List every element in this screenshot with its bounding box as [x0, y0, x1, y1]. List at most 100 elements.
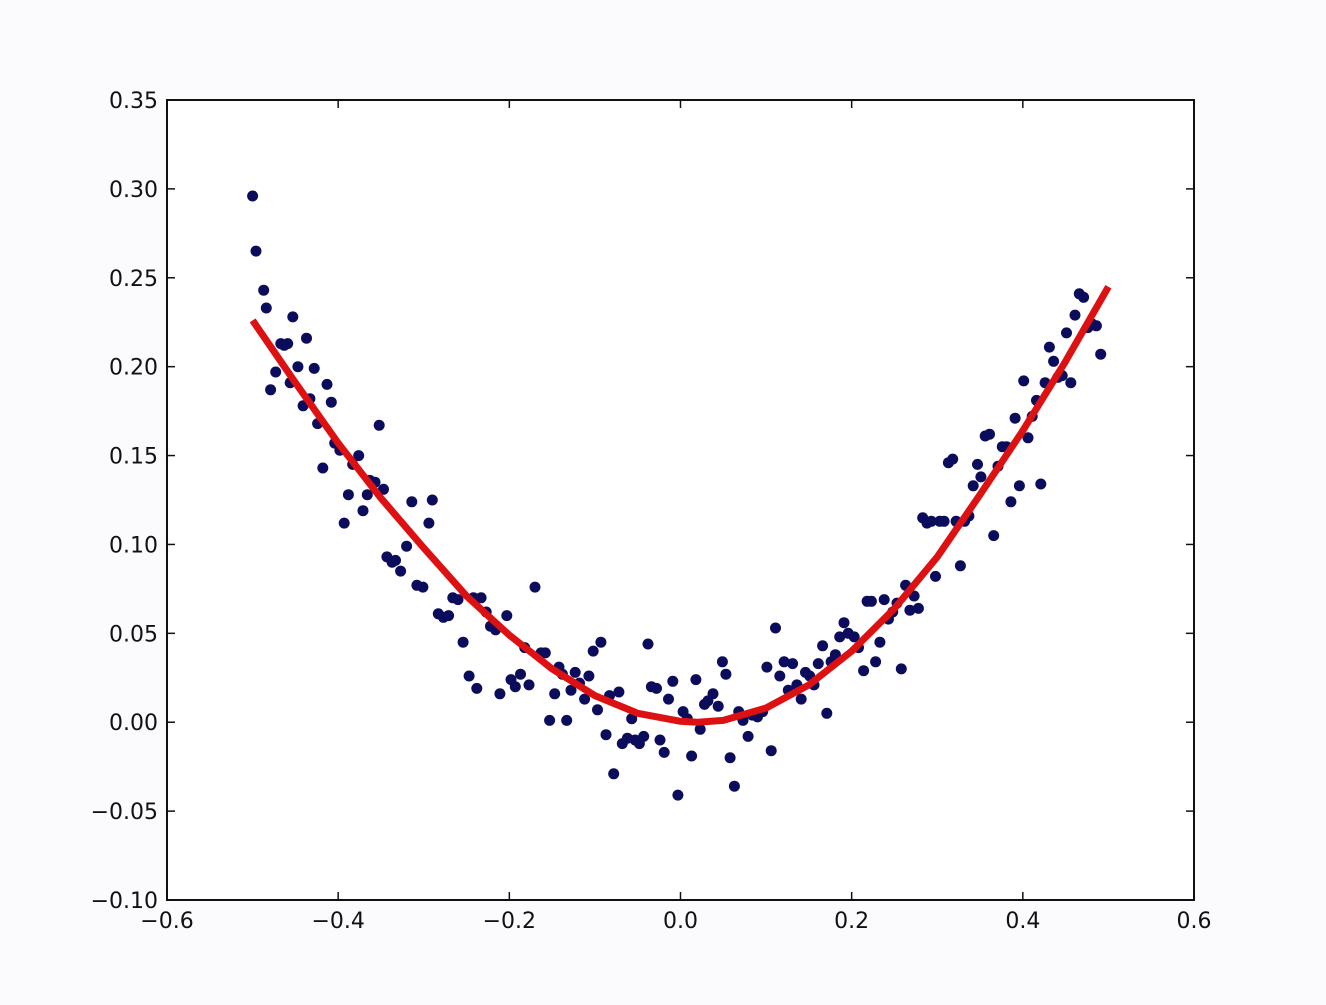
data-point [988, 530, 1000, 542]
data-point [1069, 309, 1081, 321]
data-point [417, 581, 429, 593]
data-point [529, 581, 541, 593]
data-point [954, 560, 966, 572]
data-point [475, 592, 487, 604]
data-point [549, 688, 561, 700]
data-point [265, 384, 277, 396]
data-point [651, 682, 662, 694]
data-point [342, 489, 354, 501]
fit-line-layer [249, 284, 1112, 726]
data-point [967, 480, 979, 492]
data-point [361, 489, 373, 501]
data-point [787, 658, 799, 670]
y-tick-label: 0.10 [109, 533, 158, 558]
data-point [712, 700, 724, 712]
y-tick-label: 0.25 [109, 267, 158, 292]
data-point [357, 505, 369, 517]
data-point [626, 713, 638, 725]
data-point [658, 746, 670, 758]
data-point [654, 734, 666, 746]
data-point [583, 670, 595, 682]
data-point [301, 332, 312, 344]
data-point [457, 636, 469, 648]
data-point [317, 462, 329, 474]
data-point [1043, 341, 1055, 353]
data-point [878, 594, 890, 606]
x-tick-label: 0.4 [1005, 909, 1040, 934]
data-point [720, 668, 732, 680]
data-point [667, 675, 679, 687]
data-point [592, 704, 603, 716]
data-point [947, 453, 959, 465]
data-point [1018, 375, 1030, 387]
data-point [395, 565, 407, 577]
data-point [282, 338, 294, 350]
scatter-points [247, 190, 1107, 801]
data-point [544, 714, 556, 726]
data-point [270, 366, 282, 378]
y-tick-label: 0.05 [109, 622, 158, 647]
data-point [972, 458, 983, 470]
data-point [463, 670, 475, 682]
data-point [1090, 320, 1102, 332]
data-point [509, 681, 521, 693]
data-point [694, 723, 706, 735]
data-point [287, 311, 299, 323]
data-point [1022, 432, 1034, 444]
data-point [1035, 478, 1047, 490]
data-point [247, 190, 259, 202]
data-point [821, 707, 833, 719]
data-point [812, 658, 824, 670]
data-point [838, 617, 850, 629]
data-point [423, 517, 435, 529]
data-point [426, 494, 438, 506]
data-point [539, 647, 551, 659]
data-point [579, 693, 591, 705]
data-point [707, 688, 719, 700]
data-point [1095, 348, 1107, 360]
data-point [338, 517, 350, 529]
data-point [613, 686, 625, 698]
data-point [600, 729, 612, 741]
data-point [353, 450, 365, 462]
data-point [642, 638, 654, 650]
data-point [401, 540, 413, 552]
data-point [587, 645, 599, 657]
data-point [765, 745, 777, 757]
data-point [742, 730, 754, 742]
data-point [494, 688, 506, 700]
data-point [325, 396, 337, 408]
data-point [561, 714, 573, 726]
data-point [870, 656, 882, 668]
data-point [865, 595, 877, 607]
data-point [848, 631, 860, 643]
plot-area [167, 100, 1194, 900]
data-point [925, 515, 937, 527]
x-tick-label: −0.2 [483, 909, 536, 934]
data-point [443, 610, 455, 622]
x-tick-label: −0.4 [311, 909, 364, 934]
data-point [1013, 480, 1025, 492]
fit-line [249, 284, 1112, 726]
data-point [984, 428, 995, 440]
data-point [321, 378, 333, 390]
data-point [471, 682, 483, 694]
x-tick-label: 0.0 [663, 909, 698, 934]
x-tick-label: 0.6 [1177, 909, 1212, 934]
data-point [260, 302, 272, 314]
data-point [523, 679, 535, 691]
data-point [778, 656, 790, 668]
y-tick-label: −0.05 [91, 800, 158, 825]
y-tick-label: 0.20 [109, 356, 158, 381]
data-point [308, 362, 320, 374]
data-point [452, 594, 464, 606]
data-point [874, 636, 886, 648]
data-point [1005, 496, 1017, 508]
data-point [258, 284, 270, 296]
data-point [690, 674, 702, 686]
data-point [608, 768, 620, 780]
data-point [638, 730, 650, 742]
data-point [686, 750, 698, 762]
data-point [373, 419, 385, 431]
